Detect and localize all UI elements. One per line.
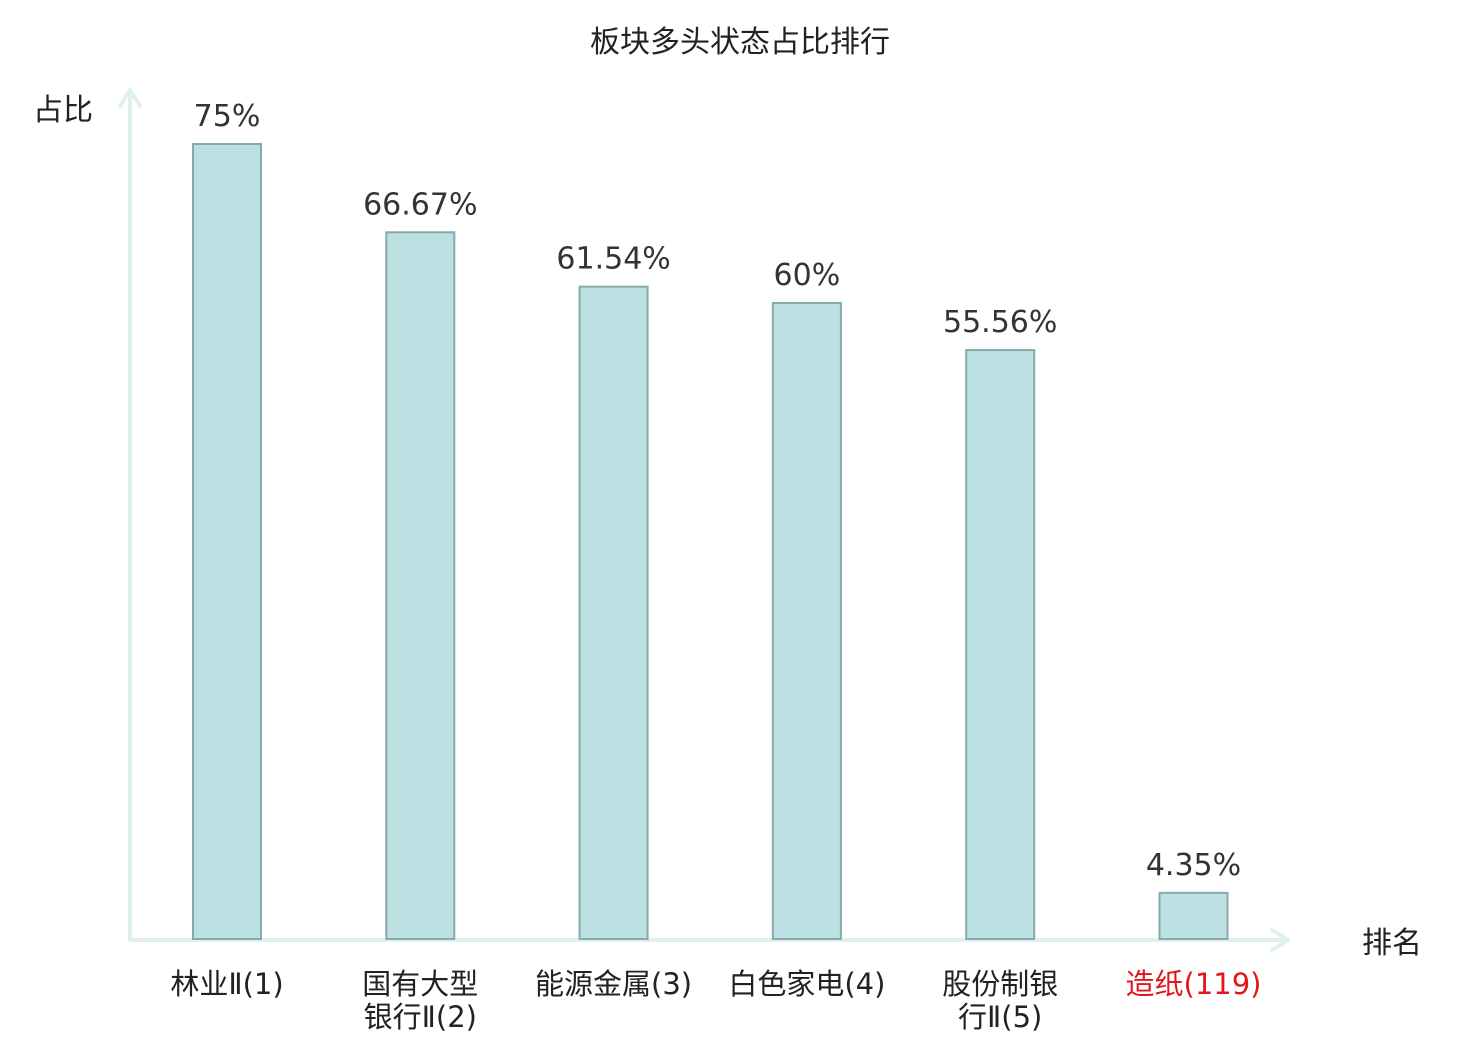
- value-label-5: 55.56%: [943, 305, 1057, 340]
- x-axis-arrow: [1270, 928, 1290, 952]
- category-label-3: 能源金属(3): [535, 967, 692, 1001]
- bar-3: [578, 285, 649, 940]
- value-label-4: 60%: [774, 258, 841, 293]
- category-label-6: 造纸(119): [1126, 967, 1262, 1001]
- value-label-3: 61.54%: [556, 242, 670, 277]
- bar-4: [771, 302, 842, 940]
- bar-6: [1158, 891, 1229, 941]
- bar-1: [192, 143, 262, 940]
- y-axis-title: 占比: [33, 93, 93, 128]
- y-axis-arrow: [118, 88, 142, 108]
- category-label-2-line-1: 国有大型: [362, 967, 478, 1001]
- x-axis-title: 排名: [1362, 926, 1422, 961]
- bar-2: [385, 231, 456, 941]
- value-label-2: 66.67%: [363, 187, 477, 222]
- category-label-5-line-1: 股份制银: [942, 967, 1058, 1001]
- category-label-5-line-2: 行Ⅱ(5): [958, 1000, 1042, 1034]
- value-label-6: 4.35%: [1146, 848, 1241, 883]
- category-label-2-line-2: 银行Ⅱ(2): [364, 1000, 477, 1034]
- axes: [118, 88, 1290, 952]
- value-labels: 75% 66.67% 61.54% 60% 55.56% 4.35%: [194, 99, 1242, 883]
- bar-5: [965, 349, 1036, 940]
- category-label-4: 白色家电(4): [728, 967, 885, 1001]
- value-label-1: 75%: [194, 99, 261, 134]
- bars: [192, 143, 1229, 941]
- category-label-1: 林业Ⅱ(1): [170, 967, 283, 1001]
- chart-title: 板块多头状态占比排行: [590, 25, 890, 60]
